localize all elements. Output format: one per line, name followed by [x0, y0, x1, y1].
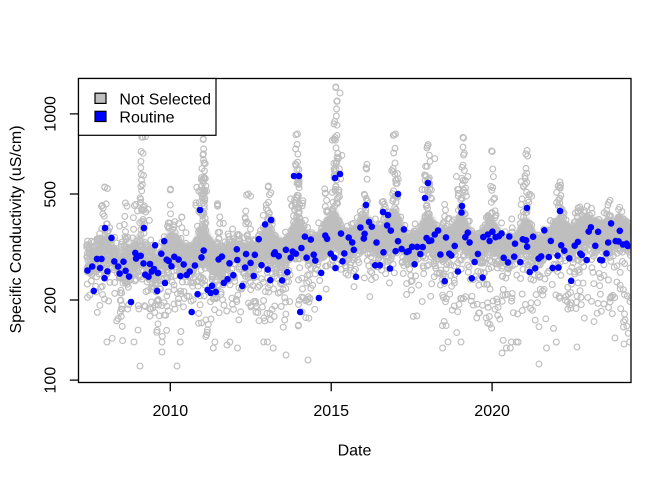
svg-text:1000: 1000 — [42, 96, 59, 132]
svg-text:100: 100 — [42, 367, 59, 394]
svg-text:Routine: Routine — [119, 110, 174, 127]
svg-text:500: 500 — [42, 181, 59, 208]
svg-text:2010: 2010 — [153, 403, 189, 420]
svg-text:Not Selected: Not Selected — [119, 91, 211, 108]
svg-text:Specific Conductivity (uS/cm): Specific Conductivity (uS/cm) — [8, 125, 25, 333]
svg-text:Date: Date — [338, 443, 372, 460]
svg-text:2020: 2020 — [474, 403, 510, 420]
svg-text:2015: 2015 — [313, 403, 349, 420]
svg-text:200: 200 — [42, 287, 59, 314]
